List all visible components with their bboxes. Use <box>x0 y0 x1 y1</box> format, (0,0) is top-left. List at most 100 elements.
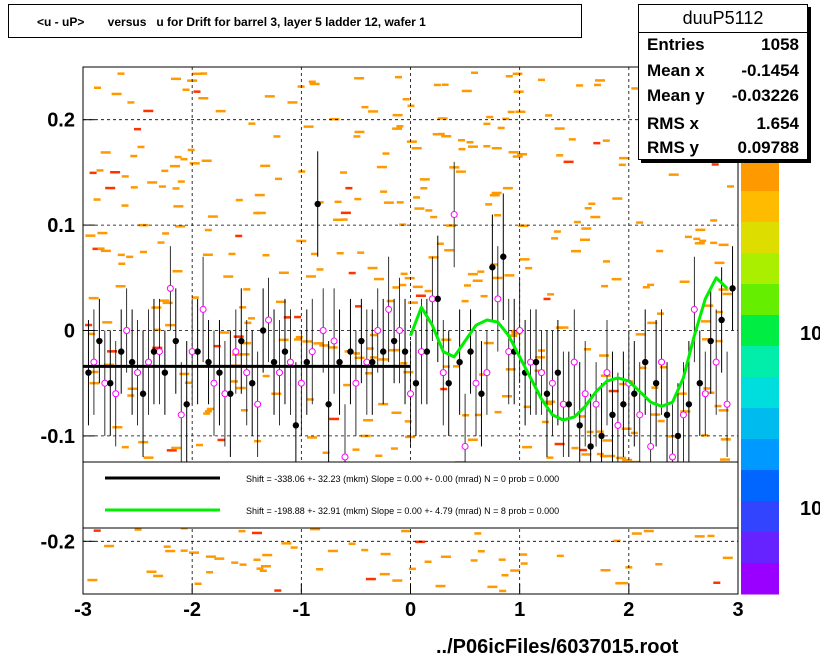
heatmap-cell <box>327 346 338 349</box>
heatmap-cell <box>174 155 182 159</box>
stat-row-rms-y: RMS y 0.09788 <box>647 138 799 164</box>
profile-point <box>500 253 507 260</box>
heatmap-cell <box>126 255 134 259</box>
heatmap-cell <box>96 169 104 172</box>
heatmap-cell <box>201 159 212 162</box>
heatmap-cell <box>271 392 282 395</box>
heatmap-cell <box>611 277 622 281</box>
heatmap-cell <box>392 127 403 130</box>
heatmap-cell <box>152 346 163 350</box>
palette-swatch <box>741 532 779 564</box>
heatmap-cell <box>647 283 655 287</box>
heatmap-cell <box>573 220 581 224</box>
heatmap-cell <box>214 557 225 560</box>
heatmap-cell <box>382 152 390 155</box>
heatmap-cell <box>273 135 281 138</box>
heatmap-cell <box>554 442 565 446</box>
heatmap-cell <box>240 409 248 412</box>
heatmap-cell <box>727 185 734 188</box>
color-palette: 10 10 <box>741 160 820 595</box>
heatmap-cell <box>718 409 729 412</box>
palette-swatch <box>741 222 779 254</box>
profile-point <box>554 369 562 376</box>
heatmap-cell <box>595 79 605 82</box>
heatmap-cell <box>248 122 256 125</box>
palette-swatch <box>741 377 779 409</box>
heatmap-cell <box>487 585 498 589</box>
heatmap-cell <box>196 443 203 447</box>
heatmap-cell <box>171 77 181 81</box>
profile-point <box>270 358 278 366</box>
heatmap-cell <box>121 445 129 449</box>
heatmap-cell <box>112 426 123 429</box>
fit-lines <box>83 276 729 422</box>
heatmap-cell <box>639 366 647 370</box>
heatmap-cell <box>520 562 528 565</box>
profile-point <box>128 358 136 366</box>
heatmap-cell <box>361 548 369 552</box>
palette-label: 10 <box>800 498 820 520</box>
heatmap-cell <box>693 237 701 241</box>
heatmap-cell <box>643 529 654 533</box>
heatmap-cell <box>599 354 610 357</box>
heatmap-cell <box>425 209 433 212</box>
heatmap-cell <box>694 242 705 245</box>
heatmap-cell <box>172 187 180 190</box>
heatmap-cell <box>159 299 170 302</box>
heatmap-cell <box>508 151 519 154</box>
heatmap-cell <box>631 87 639 90</box>
heatmap-cell <box>87 578 98 582</box>
stat-label: RMS y <box>647 138 699 157</box>
stat-row-entries: Entries 1058 <box>647 35 799 61</box>
profile-point <box>161 369 169 376</box>
heatmap-cell <box>499 589 507 593</box>
heatmap-cell <box>553 230 561 233</box>
axes: -3 -2 -1 0 1 2 3 -0.2 -0.1 0 0.1 0.2 <box>41 66 744 621</box>
heatmap-cell <box>329 417 340 421</box>
heatmap-cell <box>507 334 518 337</box>
heatmap-cell <box>486 115 494 119</box>
profile-point <box>652 380 660 387</box>
heatmap-cell <box>130 186 138 189</box>
heatmap-cell <box>684 235 692 239</box>
heatmap-cell <box>157 241 165 244</box>
heatmap-cell <box>97 247 105 250</box>
heatmap-cell <box>631 532 642 535</box>
heatmap-cell <box>718 243 729 247</box>
heatmap-cell <box>513 90 524 93</box>
heatmap-cell <box>354 130 365 134</box>
palette-swatch <box>741 501 779 533</box>
heatmap-cell <box>622 458 633 462</box>
heatmap-cell <box>165 549 176 553</box>
profile-point <box>707 337 714 345</box>
heatmap-cell <box>175 225 186 228</box>
alt-point <box>188 348 196 356</box>
heatmap-cell <box>262 254 270 257</box>
heatmap-cell <box>322 451 330 454</box>
y-tick-label: -0.2 <box>41 531 75 553</box>
heatmap-cell <box>650 413 661 416</box>
heatmap-cell <box>440 387 448 391</box>
heatmap-cell <box>424 560 432 563</box>
fit-legend: Shift = -338.06 +- 32.23 (mkm) Slope = 0… <box>82 461 739 529</box>
heatmap-cell <box>647 321 658 325</box>
profile-point <box>565 401 572 408</box>
alt-point <box>505 348 513 356</box>
heatmap-cell <box>94 86 101 89</box>
heatmap-cell <box>584 207 592 210</box>
heatmap-cell <box>357 251 365 254</box>
alt-point <box>603 369 611 377</box>
profile-point <box>467 348 474 355</box>
heatmap-cell <box>556 154 564 157</box>
alt-point <box>134 369 142 377</box>
profile-point <box>598 432 605 440</box>
profile-point <box>489 264 496 271</box>
heatmap-cell <box>522 445 533 449</box>
alt-point <box>548 379 556 387</box>
stat-label: Mean x <box>647 61 705 80</box>
y-tick-label: 0.2 <box>47 110 75 132</box>
alt-point <box>450 211 458 219</box>
x-tick-label: -2 <box>183 599 201 621</box>
heatmap-cell <box>581 453 592 456</box>
heatmap-cell <box>217 438 225 442</box>
